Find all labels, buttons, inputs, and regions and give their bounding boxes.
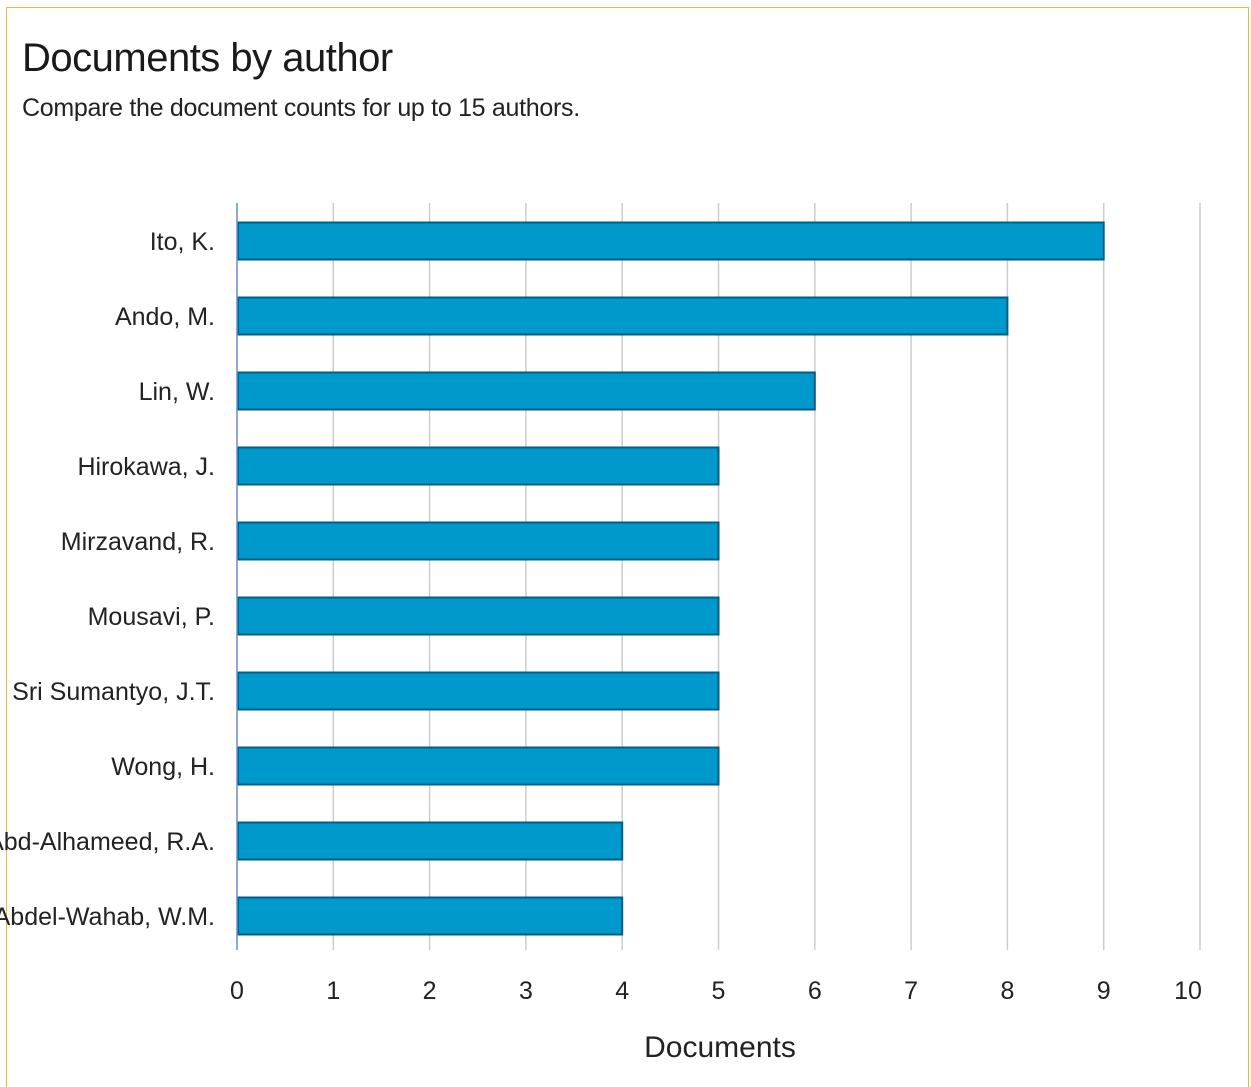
category-labels: Ito, K. Ando, M. Lin, W. Hirokawa, J. Mirzav… [0,228,215,931]
x-tick-label: 4 [615,977,629,1005]
category-label: Mousavi, P. [88,603,215,631]
category-label: Ito, K. [150,228,215,256]
x-tick-label: 0 [230,977,244,1005]
bar[interactable] [237,746,720,786]
bar[interactable] [237,371,816,411]
bar[interactable] [237,596,720,636]
bar[interactable] [237,671,720,711]
category-label: Mirzavand, R. [61,528,215,556]
category-label: Abd-Alhameed, R.A. [0,828,215,856]
bars [237,221,1105,936]
category-label: Hirokawa, J. [77,453,215,481]
x-tick-label: 5 [712,977,726,1005]
bar[interactable] [237,446,720,486]
category-label: Wong, H. [111,753,215,781]
x-tick-label: 10 [1174,977,1202,1005]
x-tick-label: 6 [808,977,822,1005]
bar[interactable] [237,896,624,936]
x-tick-label: 8 [1000,977,1014,1005]
x-tick-label: 9 [1097,977,1111,1005]
chart-title: Documents by author [22,36,393,80]
chart-subtitle: Compare the document counts for up to 15… [22,94,580,122]
bar[interactable] [237,821,624,861]
x-axis-title: Documents [644,1031,796,1064]
category-label: Ando, M. [115,303,215,331]
x-tick-label: 3 [519,977,533,1005]
category-label: Abdel-Wahab, W.M. [0,903,215,931]
category-label: Sri Sumantyo, J.T. [12,678,215,706]
bar[interactable] [237,221,1105,261]
x-tick-labels: 0 1 2 3 4 5 6 7 8 9 10 [230,977,1202,1005]
category-label: Lin, W. [139,378,215,406]
bar[interactable] [237,521,720,561]
x-tick-label: 1 [326,977,340,1005]
bar[interactable] [237,296,1009,336]
x-tick-label: 2 [423,977,437,1005]
x-tick-label: 7 [904,977,918,1005]
